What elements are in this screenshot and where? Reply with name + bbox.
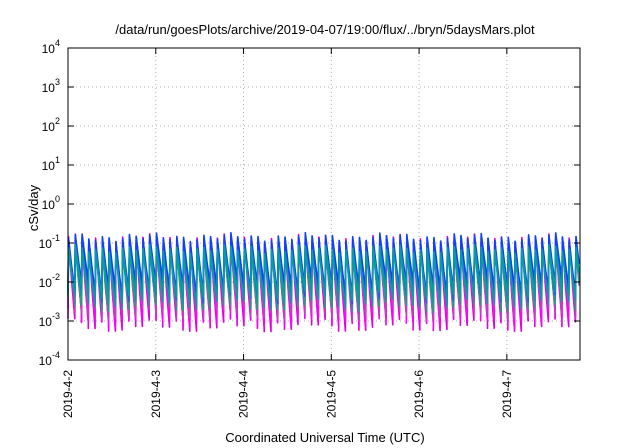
y-tick-label: 10-1: [39, 233, 60, 251]
x-axis-title: Coordinated Universal Time (UTC): [225, 430, 424, 445]
data-series: [67, 231, 580, 333]
series-line: [67, 243, 580, 308]
x-axis-ticks: 2019-4-2 2019-4-3 2019-4-4 2019-4-5 2019-4-6…: [61, 48, 514, 418]
chart-title: /data/run/goesPlots/archive/2019-04-07/1…: [115, 22, 535, 37]
y-tick-label: 10-3: [39, 311, 60, 329]
x-tick-label: 2019-4-7: [500, 370, 514, 418]
y-tick-label: 103: [42, 77, 60, 95]
x-tick-label: 2019-4-6: [412, 370, 426, 418]
y-tick-label: 101: [42, 155, 60, 173]
y-axis-title: cSv/day: [26, 184, 41, 231]
y-tick-label: 100: [42, 194, 60, 212]
y-axis-ticks: 10-4 10-3 10-2 10-1 100 101 102 103 104: [39, 38, 580, 368]
x-tick-label: 2019-4-3: [149, 370, 163, 418]
x-tick-label: 2019-4-4: [237, 370, 251, 418]
y-tick-label: 10-4: [39, 350, 60, 368]
x-tick-label: 2019-4-2: [61, 370, 75, 418]
y-tick-label: 10-2: [39, 272, 60, 290]
y-tick-label: 102: [42, 116, 60, 134]
x-tick-label: 2019-4-5: [324, 370, 338, 418]
y-tick-label: 104: [42, 38, 60, 56]
